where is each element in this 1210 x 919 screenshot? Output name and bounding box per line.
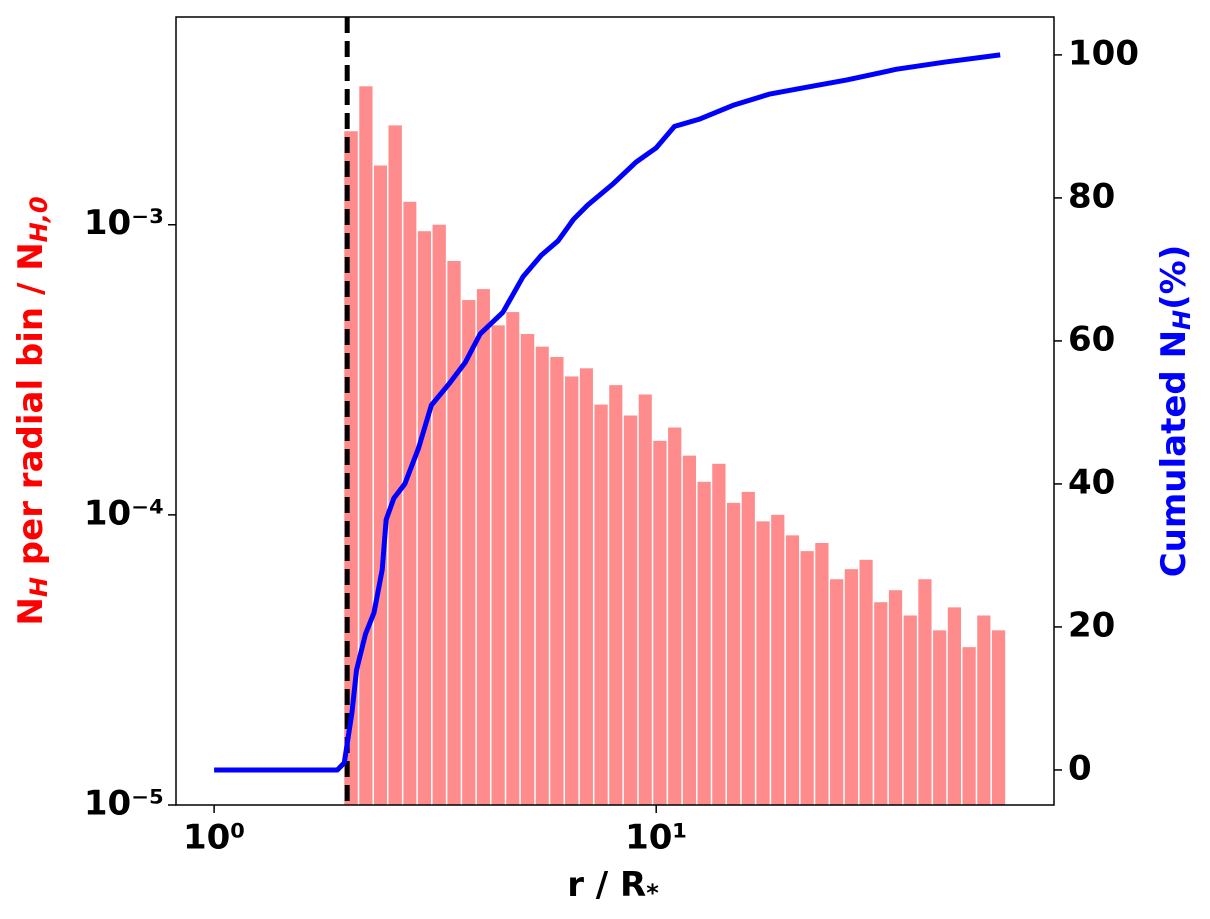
bar xyxy=(668,427,682,805)
x-axis-label: r / R* xyxy=(567,865,659,908)
y2-tick-label: 40 xyxy=(1068,462,1115,502)
bar xyxy=(712,463,726,805)
bar xyxy=(830,579,844,805)
plot-frame xyxy=(175,16,1055,806)
bar xyxy=(859,559,873,805)
cumulative-line xyxy=(214,52,1001,773)
x-tick-label: 10¹ xyxy=(625,818,687,858)
y2-axis-label-part: (%) xyxy=(1154,245,1194,310)
bar xyxy=(344,131,358,805)
bar xyxy=(947,607,961,805)
bar xyxy=(874,602,888,805)
y2-tick-label: 60 xyxy=(1068,319,1115,359)
y-tick-label: 10⁻³ xyxy=(84,203,164,243)
bar xyxy=(903,615,917,805)
x-axis-label-part: r / R xyxy=(567,865,646,905)
bar xyxy=(918,579,932,805)
bar xyxy=(623,415,638,805)
bar xyxy=(447,260,461,805)
bar xyxy=(476,289,490,805)
y2-axis-label: Cumulated NH(%) xyxy=(1154,245,1197,578)
y2-axis-label-part: Cumulated N xyxy=(1154,330,1194,577)
bar xyxy=(977,615,991,805)
y-axis-label-part: H,0 xyxy=(25,196,53,242)
y2-tick-label: 100 xyxy=(1068,33,1139,73)
bar xyxy=(653,440,667,805)
bar xyxy=(579,368,593,805)
bar xyxy=(535,346,549,805)
y-axis-label-part: N xyxy=(11,597,51,625)
bar xyxy=(506,312,520,805)
bar xyxy=(771,514,785,805)
y2-tick-label: 80 xyxy=(1068,176,1115,216)
y-axis-label-part: per radial bin / N xyxy=(11,242,51,577)
bar xyxy=(682,455,696,805)
bar xyxy=(374,165,387,805)
bar xyxy=(417,231,432,805)
bar xyxy=(962,647,976,805)
bar xyxy=(359,86,373,806)
bar xyxy=(741,491,755,805)
y2-axis-label-part: H xyxy=(1168,310,1196,330)
bar xyxy=(727,502,741,805)
y-axis-label-part: H xyxy=(25,577,53,597)
y-axis-label: NH per radial bin / NH,0 xyxy=(11,196,54,625)
bar xyxy=(697,481,711,805)
bar xyxy=(638,394,652,805)
bar xyxy=(432,224,446,806)
x-axis-label-part: * xyxy=(646,879,659,907)
bar xyxy=(520,334,535,805)
y-tick-label: 10⁻⁴ xyxy=(84,493,164,533)
x-tick-label: 10⁰ xyxy=(183,818,245,858)
bar xyxy=(550,357,564,805)
bar xyxy=(815,542,829,805)
bar xyxy=(594,404,608,805)
bar xyxy=(388,125,402,806)
y2-tick-label: 20 xyxy=(1068,605,1115,645)
bar xyxy=(403,201,417,806)
bar xyxy=(933,630,947,805)
bar xyxy=(565,376,579,805)
bar xyxy=(888,590,903,805)
bar xyxy=(756,521,770,805)
bar xyxy=(491,325,505,805)
bar xyxy=(844,569,858,805)
bar xyxy=(462,300,476,805)
y-tick-label: 10⁻⁵ xyxy=(84,784,164,824)
bar xyxy=(785,535,800,805)
bar xyxy=(800,551,814,805)
bar xyxy=(991,630,1006,805)
y2-tick-label: 0 xyxy=(1068,748,1092,788)
bar xyxy=(609,385,623,805)
